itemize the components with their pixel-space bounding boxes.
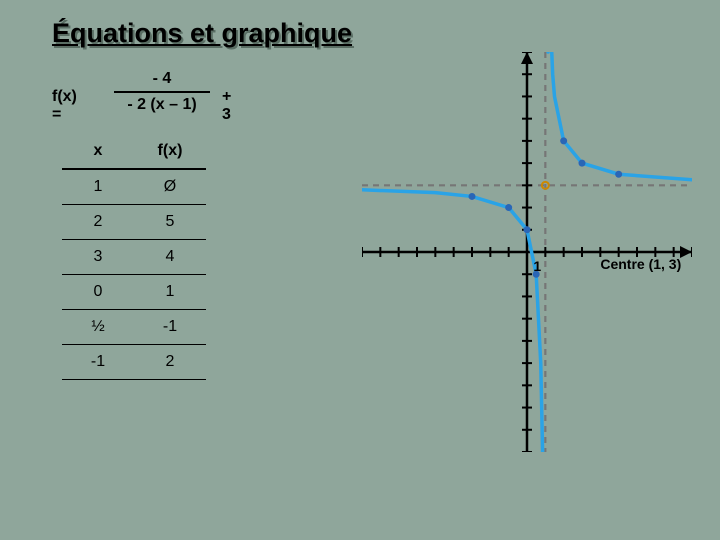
cell-x: 3 [62, 240, 134, 275]
eq-lhs: f(x) = [52, 88, 77, 124]
col-x-header: x [62, 134, 134, 169]
cell-fx: 1 [134, 275, 206, 310]
cell-x: 1 [62, 169, 134, 205]
centre-label: Centre (1, 3) [600, 256, 681, 272]
cell-x: ½ [62, 310, 134, 345]
chart: 1 Centre (1, 3) [362, 52, 692, 452]
table-row: ½-1 [62, 310, 206, 345]
page-title: Équations et graphique [52, 18, 352, 49]
table-row: -12 [62, 345, 206, 380]
table-row: 34 [62, 240, 206, 275]
cell-fx: 2 [134, 345, 206, 380]
table-row: 01 [62, 275, 206, 310]
eq-numerator: - 4 [114, 70, 210, 89]
eq-denominator: - 2 (x – 1) [114, 95, 210, 114]
value-table: x f(x) 1Ø253401½-1-12 [62, 134, 206, 380]
table-row: 1Ø [62, 169, 206, 205]
tick-label-1: 1 [533, 258, 541, 274]
eq-rhs: + 3 [222, 88, 231, 124]
cell-x: 2 [62, 205, 134, 240]
col-fx-header: f(x) [134, 134, 206, 169]
eq-fraction: - 4 - 2 (x – 1) [114, 70, 210, 114]
cell-fx: 5 [134, 205, 206, 240]
cell-fx: Ø [134, 169, 206, 205]
cell-x: 0 [62, 275, 134, 310]
table-row: 25 [62, 205, 206, 240]
eq-fraction-bar [114, 91, 210, 93]
cell-fx: -1 [134, 310, 206, 345]
cell-x: -1 [62, 345, 134, 380]
cell-fx: 4 [134, 240, 206, 275]
